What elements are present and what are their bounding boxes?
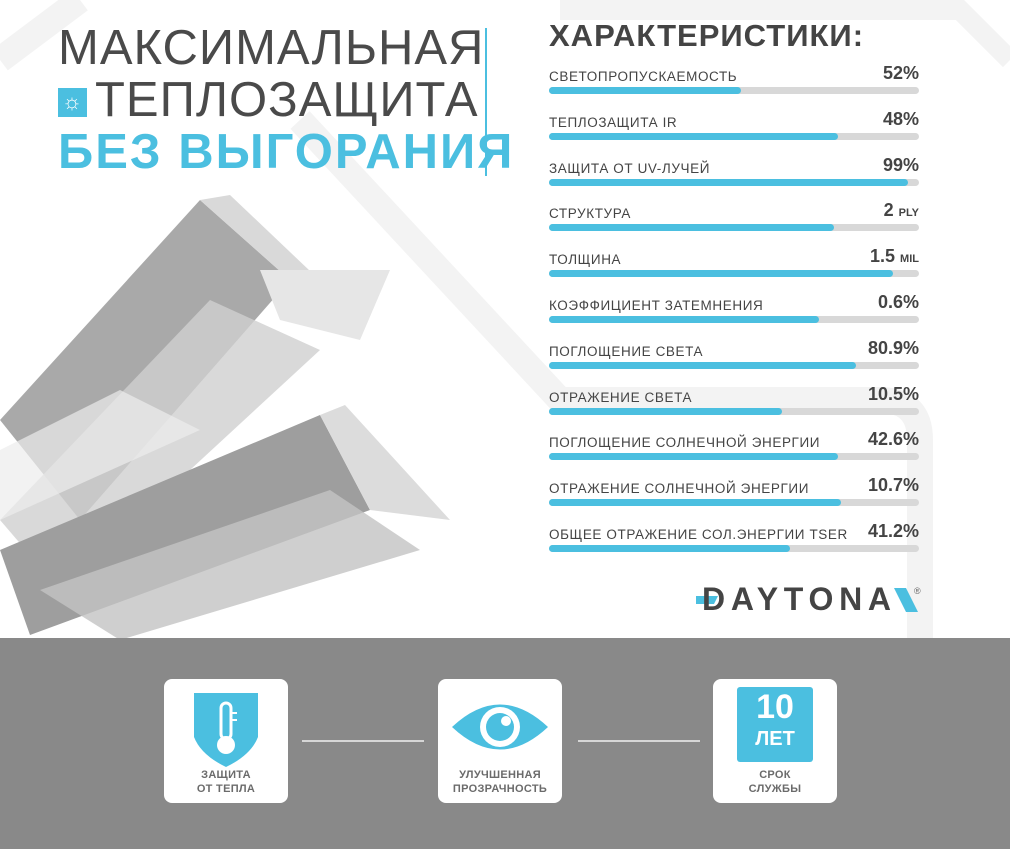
spec-value: 42.6% <box>867 429 919 450</box>
spec-label: ЗАЩИТА ОТ UV-ЛУЧЕЙ <box>549 160 711 176</box>
spec-row: ОТРАЖЕНИЕ СОЛНЕЧНОЙ ЭНЕРГИИ 10.7% <box>549 475 919 521</box>
spec-label: СТРУКТУРА <box>549 206 632 222</box>
headline: МАКСИМАЛЬНАЯ ☼ ТЕПЛОЗАЩИТА БЕЗ ВЫГОРАНИЯ <box>58 22 514 178</box>
spec-bar <box>549 132 919 140</box>
spec-value: 48% <box>882 108 919 129</box>
spec-label: ПОГЛОЩЕНИЕ СВЕТА <box>549 343 704 359</box>
thermometer-shield-icon <box>194 693 258 767</box>
spec-bar-fill <box>549 270 894 278</box>
spec-bar <box>549 453 919 461</box>
spec-row: ЗАЩИТА ОТ UV-ЛУЧЕЙ 99% <box>549 155 919 201</box>
spec-value: 41.2% <box>867 521 919 541</box>
specs-title: ХАРАКТЕРИСТИКИ: <box>549 18 865 53</box>
headline-line1: МАКСИМАЛЬНАЯ <box>58 21 485 75</box>
connector-line <box>578 740 700 742</box>
feature-card-clarity: УЛУЧШЕННАЯ ПРОЗРАЧНОСТЬ <box>438 679 562 803</box>
daytona-logo: DAYTONA ® <box>696 584 921 616</box>
spec-label: ОТРАЖЕНИЕ СВЕТА <box>549 389 693 405</box>
spec-value: 10.5% <box>867 383 919 404</box>
spec-bar <box>549 224 919 232</box>
spec-value: 80.9% <box>867 337 919 358</box>
spec-bar <box>549 499 919 507</box>
spec-value: 99% <box>882 154 919 175</box>
svg-text:®: ® <box>914 586 921 596</box>
feature-card-heat: ЗАЩИТА ОТ ТЕПЛА <box>164 679 288 803</box>
feature-card-lifetime: 10 ЛЕТ СРОК СЛУЖБЫ <box>713 679 837 803</box>
years-number: 10 <box>756 688 794 726</box>
spec-bar-fill <box>549 453 838 461</box>
spec-row: ОТРАЖЕНИЕ СВЕТА 10.5% <box>549 384 919 430</box>
years-badge-icon: 10 ЛЕТ <box>737 687 813 762</box>
headline-line3: БЕЗ ВЫГОРАНИЯ <box>58 125 515 179</box>
spec-bar-fill <box>549 132 838 140</box>
connector-line <box>302 740 424 742</box>
spec-label: ТЕПЛОЗАЩИТА IR <box>549 114 678 130</box>
spec-value: 52% <box>882 63 919 83</box>
spec-row: ПОГЛОЩЕНИЕ СОЛНЕЧНОЙ ЭНЕРГИИ 42.6% <box>549 429 919 475</box>
feature-label: СЛУЖБЫ <box>748 783 802 795</box>
spec-label: ОТРАЖЕНИЕ СОЛНЕЧНОЙ ЭНЕРГИИ <box>549 481 810 497</box>
svg-text:DAYTONA: DAYTONA <box>702 584 892 616</box>
spec-bar-fill <box>549 87 742 94</box>
spec-label: СВЕТОПРОПУСКАЕМОСТЬ <box>549 69 738 84</box>
headline-line2: ТЕПЛОЗАЩИТА <box>95 73 479 127</box>
feature-label: ОТ ТЕПЛА <box>196 783 256 795</box>
divider <box>485 28 487 176</box>
spec-bar <box>549 545 919 552</box>
spec-row: ОБЩЕЕ ОТРАЖЕНИЕ СОЛ.ЭНЕРГИИ TSER 41.2% <box>549 521 919 567</box>
spec-bar <box>549 316 919 323</box>
spec-bar-fill <box>549 178 908 186</box>
spec-label: КОЭФФИЦИЕНТ ЗАТЕМНЕНИЯ <box>549 298 764 313</box>
spec-bar-fill <box>549 407 783 415</box>
spec-bar-fill <box>549 499 842 507</box>
feature-label: УЛУЧШЕННАЯ <box>459 769 541 781</box>
spec-bar-fill <box>549 224 834 232</box>
sun-icon: ☼ <box>58 87 87 117</box>
spec-label: ТОЛЩИНА <box>549 252 622 268</box>
spec-row: СТРУКТУРА 2 PLY <box>549 200 919 246</box>
spec-value: 10.7% <box>867 475 919 496</box>
spec-row: ТОЛЩИНА 1.5 MIL <box>549 246 919 292</box>
spec-bar-fill <box>549 545 790 552</box>
spec-bar <box>549 270 919 278</box>
spec-label: ПОГЛОЩЕНИЕ СОЛНЕЧНОЙ ЭНЕРГИИ <box>549 435 821 451</box>
feature-label: ЗАЩИТА <box>201 769 251 781</box>
spec-value: 0.6% <box>877 292 919 312</box>
spec-bar <box>549 178 919 186</box>
eye-icon <box>452 704 548 750</box>
years-unit: ЛЕТ <box>755 728 795 750</box>
feature-label: СРОК <box>759 769 791 781</box>
spec-value: 2 PLY <box>883 200 919 221</box>
spec-bar-fill <box>549 316 820 323</box>
spec-bar <box>549 361 919 369</box>
feature-label: ПРОЗРАЧНОСТЬ <box>452 783 548 795</box>
spec-bar <box>549 87 919 94</box>
spec-row: КОЭФФИЦИЕНТ ЗАТЕМНЕНИЯ 0.6% <box>549 292 919 338</box>
film-rolls-image <box>0 195 450 640</box>
spec-bar-fill <box>549 361 857 369</box>
spec-bar <box>549 407 919 415</box>
spec-value: 1.5 MIL <box>870 246 919 267</box>
spec-label: ОБЩЕЕ ОТРАЖЕНИЕ СОЛ.ЭНЕРГИИ TSER <box>549 527 848 542</box>
spec-row: ТЕПЛОЗАЩИТА IR 48% <box>549 109 919 155</box>
spec-row: ПОГЛОЩЕНИЕ СВЕТА 80.9% <box>549 338 919 384</box>
spec-row: СВЕТОПРОПУСКАЕМОСТЬ 52% <box>549 63 919 109</box>
